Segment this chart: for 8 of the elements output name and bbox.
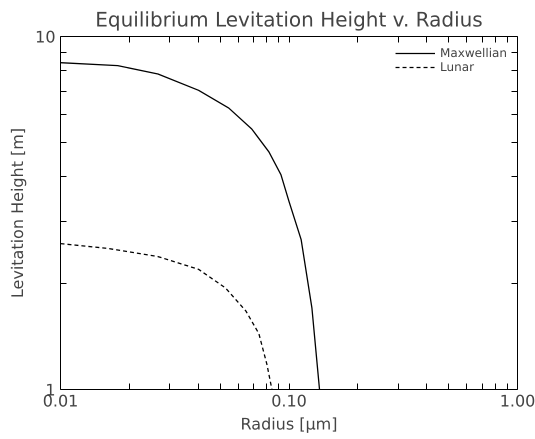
y-tick-label: 10 xyxy=(35,28,56,46)
x-tick-label: 1.00 xyxy=(500,392,535,410)
legend-label: Maxwellian xyxy=(440,46,507,60)
x-axis-title: Radius [μm] xyxy=(240,414,338,434)
chart-title: Equilibrium Levitation Height v. Radius xyxy=(95,8,483,32)
y-axis-title: Levitation Height [m] xyxy=(8,128,28,298)
legend-label: Lunar xyxy=(440,60,474,74)
x-tick-label: 0.10 xyxy=(271,392,307,410)
